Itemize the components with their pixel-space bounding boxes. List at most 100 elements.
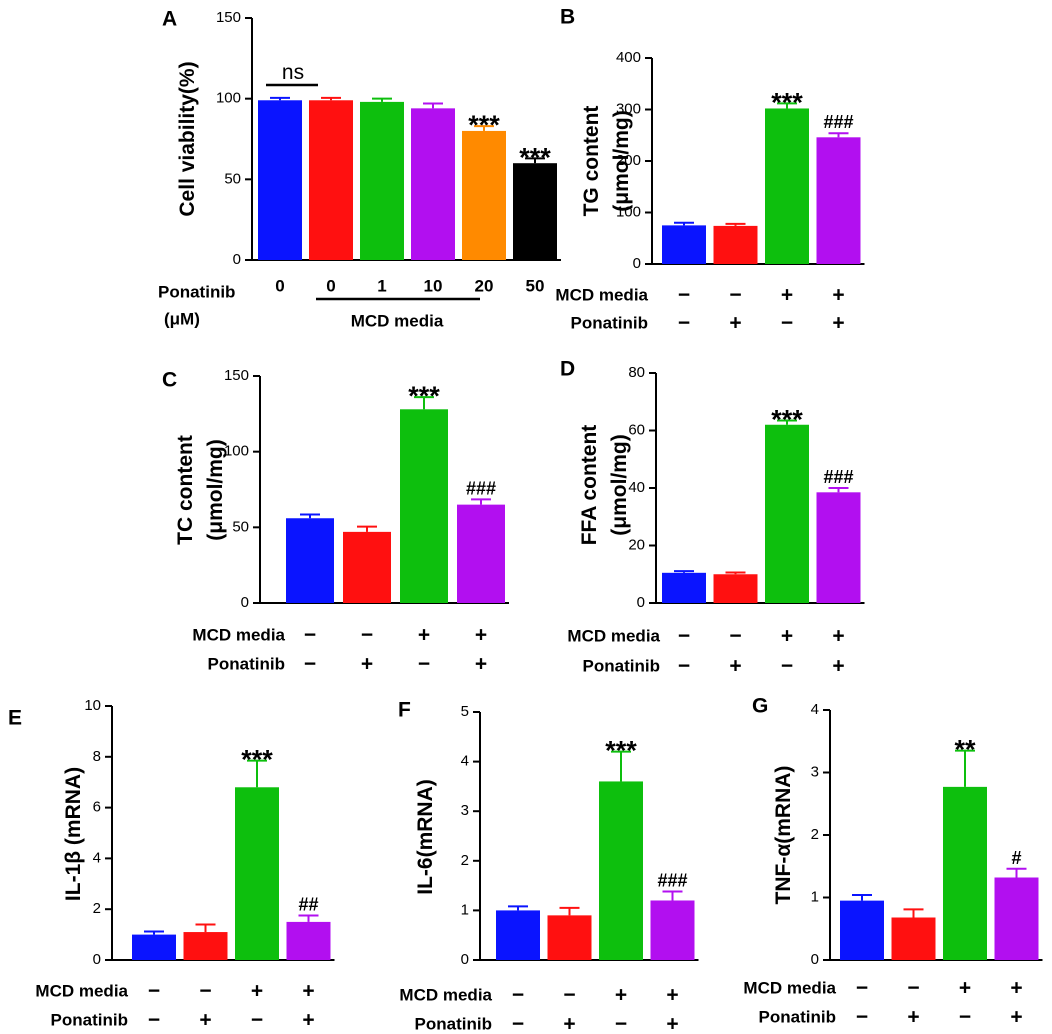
bar xyxy=(400,409,448,603)
minus-sign: − xyxy=(361,624,373,647)
y-tick-label: 80 xyxy=(628,364,645,381)
significance-annotation: *** xyxy=(771,87,803,117)
panel-g: G TNF-α(mRNA) 0 1 2 3 4 ** # MCD media Ponatinib − −… xyxy=(743,695,1043,1029)
y-tick-label: 200 xyxy=(616,152,641,169)
plus-sign: + xyxy=(475,653,487,676)
bar xyxy=(286,921,331,960)
y-tick-label: 60 xyxy=(628,421,645,438)
plus-sign: + xyxy=(251,980,263,1003)
panel-d: D FFA content (μmol/mg) 0 20 40 60 80 *** ### MCD … xyxy=(560,358,865,678)
y-tick-label: 40 xyxy=(628,479,645,496)
y-tick-label: 6 xyxy=(93,799,101,816)
row-label-mcd: MCD media xyxy=(743,978,836,997)
y-tick-label: 10 xyxy=(84,697,101,714)
x-tick-label: 10 xyxy=(424,276,443,295)
panel-b: B TG content (μmol/mg) 0 100 200 300 400 *** ### M… xyxy=(555,6,865,335)
y-axis-label: Cell viability(%) xyxy=(176,61,199,216)
significance-annotation: *** xyxy=(771,404,803,434)
minus-sign: − xyxy=(678,625,690,648)
significance-annotation: ** xyxy=(954,735,976,765)
bar xyxy=(457,504,505,603)
minus-sign: − xyxy=(418,653,430,676)
plus-sign: + xyxy=(563,1013,575,1034)
plus-sign: + xyxy=(832,284,844,307)
y-tick-label: 150 xyxy=(216,9,241,26)
minus-sign: − xyxy=(959,1006,971,1029)
y-axis-label-line1: TG content xyxy=(580,106,603,217)
x-tick-label: 0 xyxy=(275,276,284,295)
minus-sign: − xyxy=(678,312,690,335)
plus-sign: + xyxy=(729,655,741,678)
y-tick-label: 0 xyxy=(241,594,249,611)
minus-sign: − xyxy=(678,284,690,307)
y-axis-label-line2: (μmol/mg) xyxy=(610,110,633,212)
x-tick-label: 1 xyxy=(377,276,386,295)
y-tick-label: 2 xyxy=(93,900,101,917)
bar xyxy=(462,130,506,260)
y-tick-label: 2 xyxy=(811,826,819,843)
hash-annotation: ### xyxy=(823,112,853,132)
bar xyxy=(286,518,334,603)
y-axis-label: IL-6(mRNA) xyxy=(414,779,437,895)
y-axis-label-line1: TC content xyxy=(174,435,197,545)
y-tick-label: 300 xyxy=(616,100,641,117)
significance-annotation: *** xyxy=(519,142,551,172)
bar xyxy=(765,424,809,603)
y-tick-label: 150 xyxy=(224,367,249,384)
bar xyxy=(343,531,391,603)
x-axis-unit: (μM) xyxy=(164,309,200,328)
bar xyxy=(309,100,353,260)
minus-sign: − xyxy=(781,312,793,335)
significance-annotation: *** xyxy=(408,381,440,411)
y-tick-label: 20 xyxy=(628,536,645,553)
minus-sign: − xyxy=(678,655,690,678)
x-tick-label: 20 xyxy=(475,276,494,295)
bar xyxy=(183,932,228,960)
bar xyxy=(513,163,557,260)
plus-sign: + xyxy=(666,1013,678,1034)
bar xyxy=(840,900,884,960)
y-tick-label: 1 xyxy=(461,901,469,918)
minus-sign: − xyxy=(148,1009,160,1032)
bar xyxy=(132,934,176,960)
significance-annotation: *** xyxy=(468,110,500,140)
hash-annotation: ## xyxy=(298,895,318,915)
bar xyxy=(496,910,540,960)
y-axis-label-line1: FFA content xyxy=(578,425,601,546)
group-label: MCD media xyxy=(351,311,444,330)
hash-annotation: ### xyxy=(466,478,496,498)
minus-sign: − xyxy=(615,1013,627,1034)
y-axis-label-line2: (μmol/mg) xyxy=(608,434,631,536)
y-axis-label-line2: (μmol/mg) xyxy=(204,439,227,541)
row-label-mcd: MCD media xyxy=(399,985,492,1004)
minus-sign: − xyxy=(148,980,160,1003)
panel-letter: F xyxy=(398,699,411,722)
hash-annotation: ### xyxy=(657,871,687,891)
bar xyxy=(713,225,758,264)
y-tick-label: 100 xyxy=(616,203,641,220)
minus-sign: − xyxy=(729,284,741,307)
y-tick-label: 4 xyxy=(811,701,819,718)
row-label-mcd: MCD media xyxy=(35,981,128,1000)
panel-letter: D xyxy=(560,358,575,381)
row-label-ponatinib: Ponatinib xyxy=(51,1010,128,1029)
plus-sign: + xyxy=(781,284,793,307)
minus-sign: − xyxy=(251,1009,263,1032)
bar xyxy=(662,572,706,603)
panel-letter: A xyxy=(162,8,177,31)
bar xyxy=(235,787,279,960)
plus-sign: + xyxy=(302,1009,314,1032)
bar xyxy=(816,492,861,603)
plus-sign: + xyxy=(832,625,844,648)
y-tick-label: 3 xyxy=(811,763,819,780)
plus-sign: + xyxy=(832,655,844,678)
plus-sign: + xyxy=(781,625,793,648)
minus-sign: − xyxy=(729,625,741,648)
y-tick-label: 50 xyxy=(232,518,249,535)
significance-annotation: *** xyxy=(605,736,637,766)
row-label-ponatinib: Ponatinib xyxy=(583,656,660,675)
panel-letter: C xyxy=(162,369,177,392)
bar xyxy=(547,915,592,960)
plus-sign: + xyxy=(1010,1006,1022,1029)
